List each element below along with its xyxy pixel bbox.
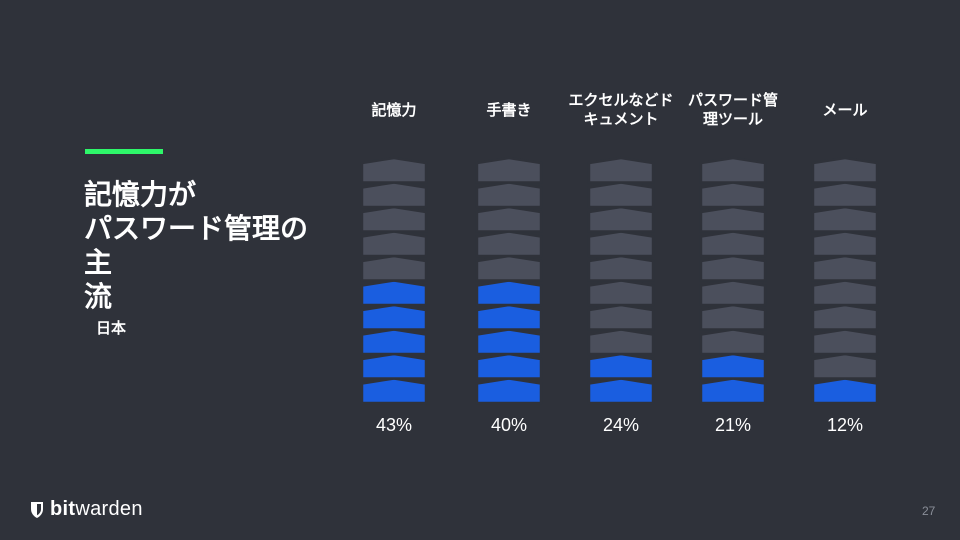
title-line-1: 記憶力が (84, 179, 197, 210)
bar-2-segment-6 (475, 254, 543, 282)
bar-3-segment-8 (587, 205, 655, 233)
category-label-4-line-2: 理ツール (703, 111, 763, 128)
title-line-3: 流 (84, 281, 113, 312)
bar-1-segment-10 (360, 156, 428, 184)
category-label-2: 手書き (486, 101, 531, 119)
bar-1 (360, 156, 428, 405)
bar-1-segment-6 (360, 254, 428, 282)
bar-4-segment-6 (699, 254, 767, 282)
bar-5-segment-7 (811, 230, 879, 258)
bar-3-segment-7 (587, 230, 655, 258)
bar-3-segment-4 (587, 303, 655, 331)
bitwarden-logo: bitwarden (30, 498, 143, 521)
value-label-3: 24% (603, 415, 639, 435)
bar-5-segment-1 (811, 377, 879, 405)
category-label-1: 記憶力 (371, 101, 416, 119)
shield-icon (31, 501, 43, 518)
category-label-4-line-1: パスワード管 (688, 91, 778, 109)
bar-3-segment-9 (587, 181, 655, 209)
bar-3-segment-5 (587, 279, 655, 307)
bar-1-segment-8 (360, 205, 428, 233)
bar-2-segment-5 (475, 279, 543, 307)
bar-5-segment-2 (811, 352, 879, 380)
bar-2-segment-3 (475, 328, 543, 356)
bar-3-segment-2 (587, 352, 655, 380)
bar-5-segment-9 (811, 181, 879, 209)
page-number: 27 (922, 504, 936, 518)
bar-1-segment-5 (360, 279, 428, 307)
bar-4-segment-1 (699, 377, 767, 405)
category-label-3-line-1: エクセルなどド (568, 92, 673, 109)
bar-3 (587, 156, 655, 405)
bar-2 (475, 156, 543, 405)
bar-3-segment-6 (587, 254, 655, 282)
bar-4-segment-5 (699, 279, 767, 307)
category-label-3: エクセルなどドキュメント (568, 92, 673, 128)
bar-4-segment-4 (699, 303, 767, 331)
bar-2-segment-7 (475, 230, 543, 258)
value-label-1: 43% (376, 415, 412, 435)
bar-3-segment-10 (587, 156, 655, 184)
bar-4-segment-8 (699, 205, 767, 233)
bar-4 (699, 156, 767, 405)
category-label-5: メール (822, 102, 867, 119)
category-label-1-line-1: 記憶力 (371, 101, 416, 119)
bar-4-segment-3 (699, 328, 767, 356)
bar-2-segment-2 (475, 352, 543, 380)
value-label-5: 12% (827, 415, 863, 435)
bar-5-segment-5 (811, 279, 879, 307)
bar-5-segment-10 (811, 156, 879, 184)
bar-1-segment-3 (360, 328, 428, 356)
bar-5-segment-4 (811, 303, 879, 331)
bar-2-segment-8 (475, 205, 543, 233)
brand-name: bitwarden (50, 498, 143, 521)
bar-2-segment-9 (475, 181, 543, 209)
value-label-2: 40% (491, 415, 527, 435)
category-label-5-line-1: メール (822, 102, 867, 119)
accent-line (85, 149, 163, 154)
bar-5 (811, 156, 879, 405)
bar-4-segment-10 (699, 156, 767, 184)
category-label-4: パスワード管理ツール (688, 91, 778, 128)
value-label-4: 21% (715, 415, 751, 435)
bar-2-segment-10 (475, 156, 543, 184)
category-label-3-line-2: キュメント (583, 111, 658, 128)
bar-1-segment-7 (360, 230, 428, 258)
title-line-2: パスワード管理の主 (84, 213, 309, 278)
bar-1-segment-9 (360, 181, 428, 209)
bar-5-segment-8 (811, 205, 879, 233)
brand-name-regular: warden (75, 498, 143, 520)
bar-1-segment-2 (360, 352, 428, 380)
category-label-2-line-1: 手書き (486, 101, 531, 119)
bar-3-segment-1 (587, 377, 655, 405)
brand-name-bold: bit (50, 498, 76, 520)
slide-title: 記憶力が パスワード管理の主 流 (84, 178, 334, 314)
bar-2-segment-4 (475, 303, 543, 331)
bar-4-segment-9 (699, 181, 767, 209)
region-label: 日本 (96, 320, 127, 337)
bar-5-segment-3 (811, 328, 879, 356)
bar-4-segment-2 (699, 352, 767, 380)
bar-1-segment-4 (360, 303, 428, 331)
bar-4-segment-7 (699, 230, 767, 258)
bar-5-segment-6 (811, 254, 879, 282)
bar-2-segment-1 (475, 377, 543, 405)
bar-1-segment-1 (360, 377, 428, 405)
bar-3-segment-3 (587, 328, 655, 356)
